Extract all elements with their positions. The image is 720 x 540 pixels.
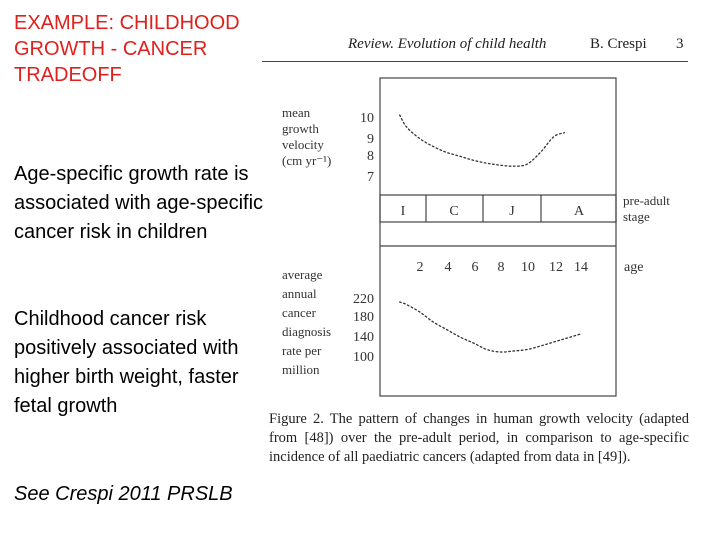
cancer-tick: 180 xyxy=(353,310,374,325)
age-tick: 10 xyxy=(521,260,535,275)
paper-header-title: Review. Evolution of child health xyxy=(348,36,547,52)
age-tick: 12 xyxy=(549,260,563,275)
cancer-label-5: rate per xyxy=(282,343,322,358)
age-tick: 2 xyxy=(417,260,424,275)
age-tick: 8 xyxy=(498,260,505,275)
age-tick: 4 xyxy=(445,260,452,275)
velocity-tick: 7 xyxy=(367,170,374,185)
point-birth-weight: Childhood cancer risk positively associa… xyxy=(14,308,239,417)
stage-adolescence: A xyxy=(574,204,585,219)
age-tick: 6 xyxy=(472,260,479,275)
stage-childhood: C xyxy=(449,204,458,219)
age-tick: 14 xyxy=(574,260,588,275)
cancer-label-1: average xyxy=(282,267,323,282)
cancer-curve xyxy=(399,301,582,353)
stage-label-2: stage xyxy=(623,209,650,224)
velocity-tick: 8 xyxy=(367,149,374,164)
slide-title: EXAMPLE: CHILDHOOD GROWTH - CANCER TRADE… xyxy=(14,12,240,86)
paper-header-author: B. Crespi xyxy=(590,36,647,52)
cancer-tick: 220 xyxy=(353,292,374,307)
velocity-label-1: mean xyxy=(282,105,311,120)
cancer-label-6: million xyxy=(282,362,320,377)
reference-note: See Crespi 2011 PRSLB xyxy=(14,483,233,505)
point-growth-risk: Age-specific growth rate is associated w… xyxy=(14,163,264,243)
paper-header-page: 3 xyxy=(676,36,684,52)
stage-infancy: I xyxy=(401,204,406,219)
age-label: age xyxy=(624,260,643,275)
figure-caption: Figure 2. The pattern of changes in huma… xyxy=(269,411,689,465)
velocity-label-2: growth xyxy=(282,121,319,136)
cancer-label-3: cancer xyxy=(282,305,317,320)
velocity-label-4: (cm yr⁻¹) xyxy=(282,153,331,168)
stage-label-1: pre-adult xyxy=(623,193,670,208)
header-rule xyxy=(262,61,688,62)
cancer-tick: 100 xyxy=(353,350,374,365)
stage-juvenile: J xyxy=(509,204,515,219)
cancer-label-2: annual xyxy=(282,286,317,301)
paper-header: Review. Evolution of child health B. Cre… xyxy=(268,36,688,60)
figure-2: mean growth velocity (cm yr⁻¹) 10 9 8 7 … xyxy=(282,77,670,397)
cancer-tick: 140 xyxy=(353,330,374,345)
velocity-curve xyxy=(399,114,566,167)
figure-frame xyxy=(379,77,617,397)
stage-band xyxy=(379,194,617,223)
cancer-label-4: diagnosis xyxy=(282,324,331,339)
velocity-tick: 10 xyxy=(360,111,374,126)
velocity-label-3: velocity xyxy=(282,137,324,152)
velocity-tick: 9 xyxy=(367,132,374,147)
